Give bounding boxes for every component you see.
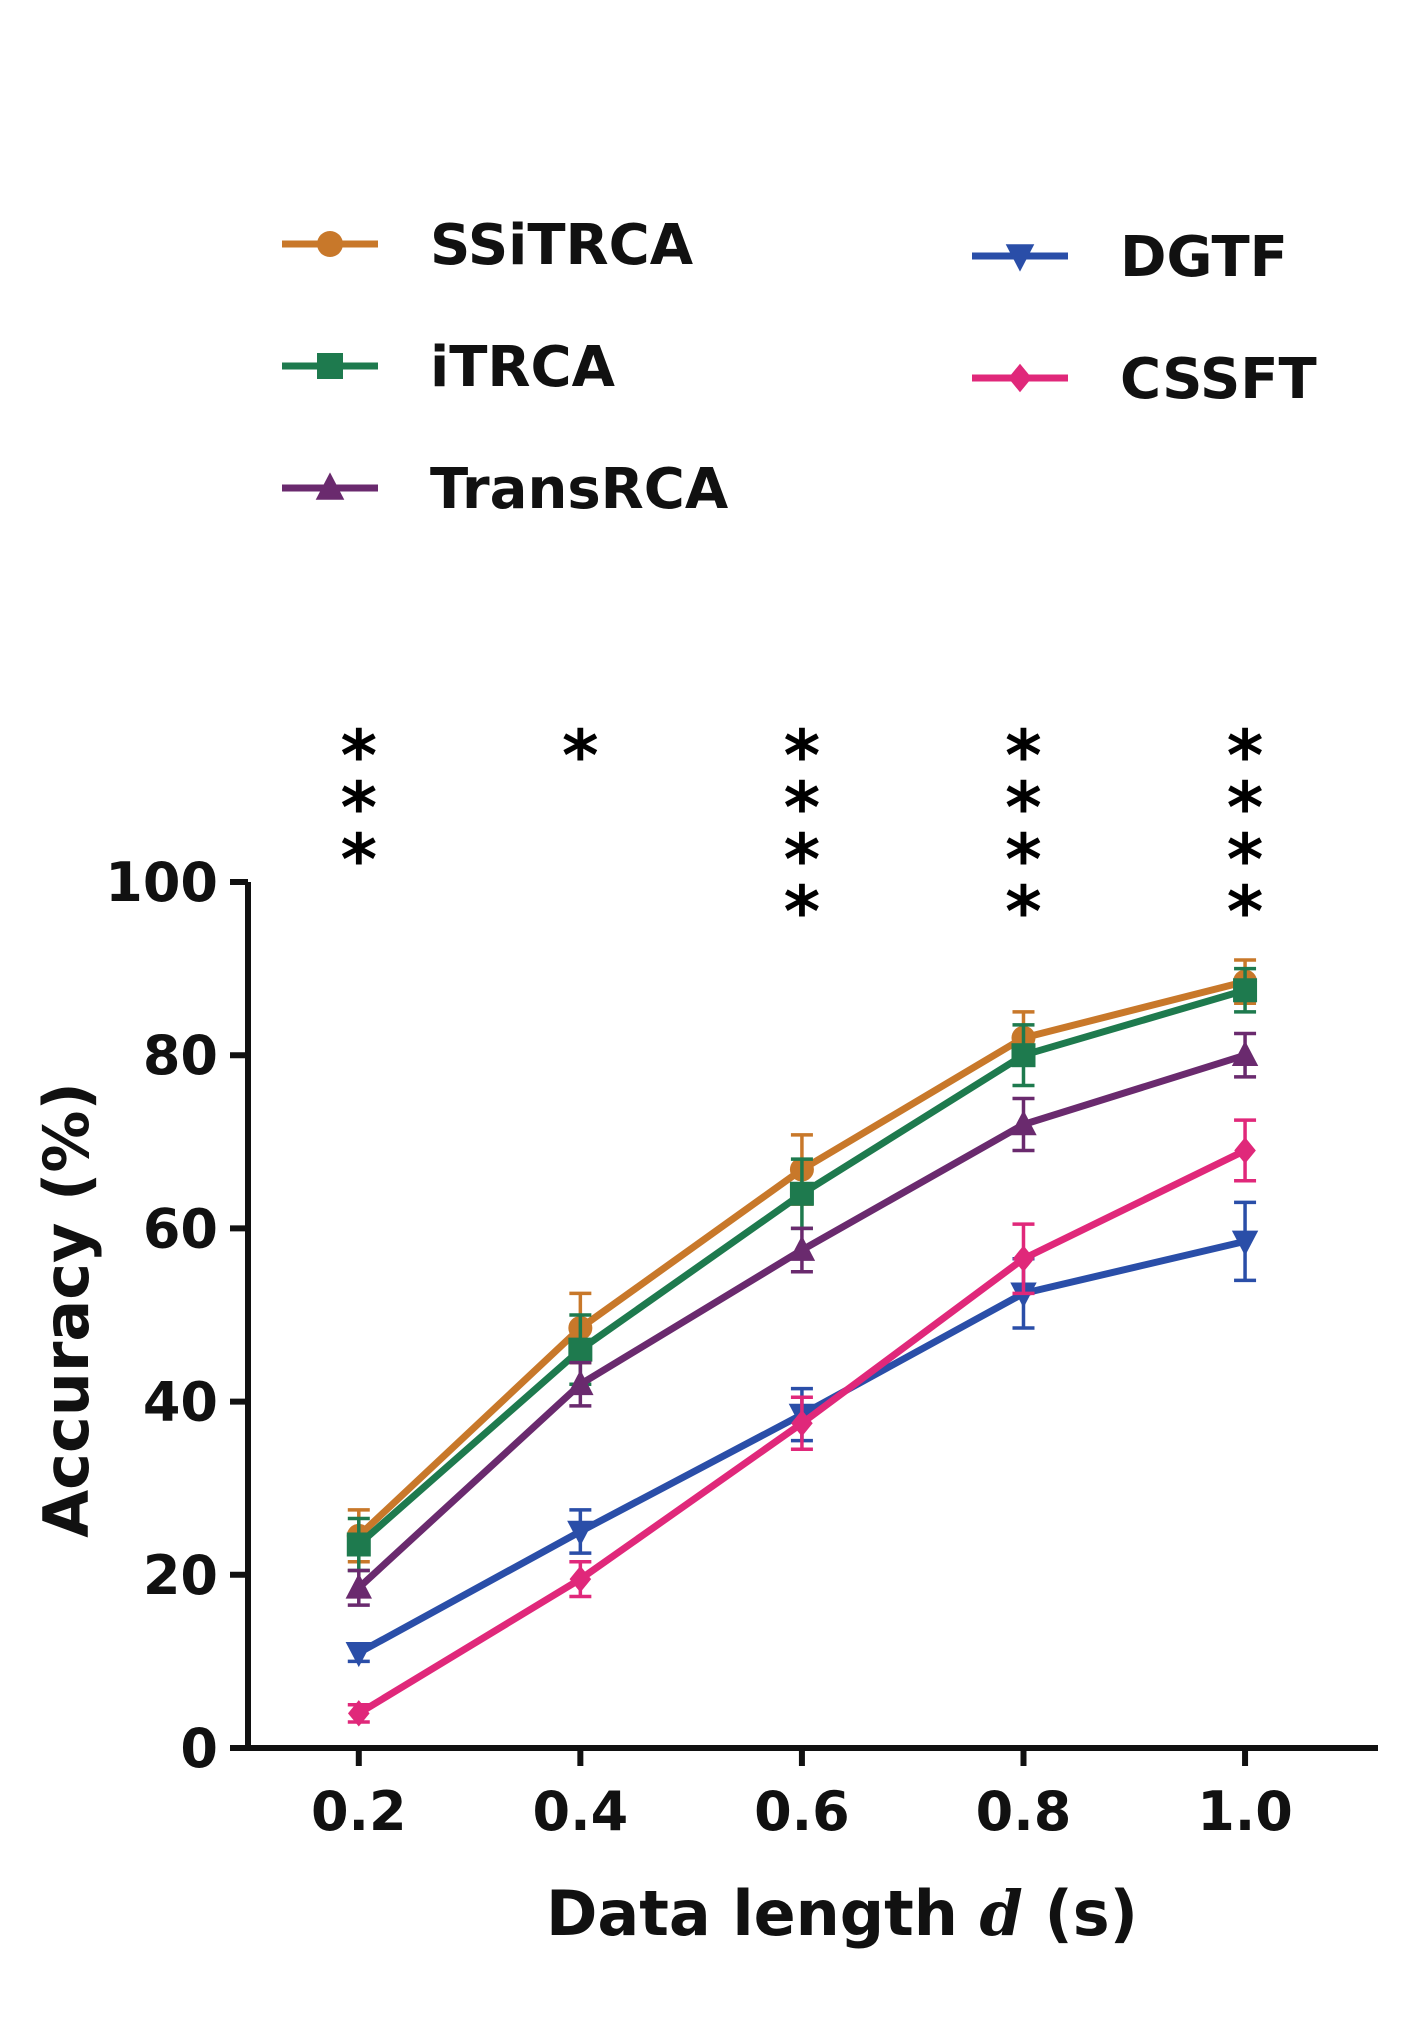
data-point <box>1012 1245 1035 1272</box>
series-transrca <box>345 1031 1259 1607</box>
data-point <box>1231 1230 1259 1256</box>
x-tick-label: 0.4 <box>533 1780 629 1843</box>
legend-entry-cssft: CSSFT <box>972 347 1317 412</box>
significance-star: * <box>784 715 821 797</box>
significance-label: * * * * <box>784 715 821 953</box>
legend-marker <box>1008 363 1032 393</box>
significance-star: * <box>784 767 821 849</box>
significance-star: * <box>1005 715 1042 797</box>
significance-star: * <box>1005 871 1042 953</box>
x-tick-label: 1.0 <box>1197 1780 1293 1843</box>
significance-label: * * * <box>340 715 377 901</box>
y-tick-label: 20 <box>143 1544 218 1607</box>
data-point <box>568 1337 593 1362</box>
legend-marker <box>1005 244 1035 272</box>
data-point <box>1231 1040 1259 1066</box>
significance-star: * <box>562 715 599 797</box>
legend-label: CSSFT <box>1120 347 1317 412</box>
x-axis-label-variable: d <box>980 1877 1023 1950</box>
significance-star: * <box>340 819 377 901</box>
data-point <box>567 1520 594 1546</box>
significance-star: * <box>784 819 821 901</box>
legend-entry-itrca: iTRCA <box>282 335 616 400</box>
x-axis-label: Data length d (s) <box>546 1877 1138 1950</box>
data-point <box>1010 1282 1037 1308</box>
significance-marker: * <box>562 715 599 797</box>
data-point <box>1011 1043 1036 1068</box>
data-point <box>1233 978 1258 1003</box>
data-point <box>347 1700 370 1727</box>
legend-label: DGTF <box>1120 225 1288 290</box>
series-layer <box>345 958 1259 1727</box>
significance-marker: * * * * <box>1227 715 1264 953</box>
legend-label: iTRCA <box>430 335 616 400</box>
y-tick-label: 80 <box>143 1024 218 1087</box>
significance-marker: * * * <box>340 715 377 901</box>
significance-star: * <box>1005 819 1042 901</box>
y-axis-label: Accuracy (%) <box>30 1082 103 1538</box>
axes: 0 20 40 60 80 100 0.2 0.4 0.6 0.8 1.0 <box>105 851 1378 1843</box>
significance-label: * * * * <box>1227 715 1264 953</box>
legend: SSiTRCA iTRCA TransRCA DGTF CSSFT <box>282 213 1317 522</box>
x-tick-label: 0.2 <box>311 1780 407 1843</box>
legend-marker <box>315 472 345 500</box>
y-tick-label: 40 <box>143 1371 218 1434</box>
data-point <box>569 1565 592 1593</box>
y-tick-label: 60 <box>143 1197 218 1260</box>
legend-label: TransRCA <box>430 457 729 522</box>
data-point <box>1010 1110 1037 1136</box>
significance-marker: * * * * <box>1005 715 1042 953</box>
data-point <box>1234 1137 1256 1164</box>
legend-entry-transrca: TransRCA <box>282 457 729 522</box>
significance-star: * <box>1227 715 1264 797</box>
y-tick-label: 0 <box>180 1717 218 1780</box>
data-point <box>788 1235 816 1261</box>
significance-marker: * * * * <box>784 715 821 953</box>
data-point <box>789 1181 814 1206</box>
significance-star: * <box>784 871 821 953</box>
x-tick-label: 0.6 <box>754 1780 850 1843</box>
significance-label: * * * * <box>1005 715 1042 953</box>
significance-star: * <box>1227 871 1264 953</box>
series-cssft <box>347 1118 1257 1727</box>
data-point <box>346 1532 371 1557</box>
y-tick-label: 100 <box>105 851 218 914</box>
legend-marker <box>317 231 343 257</box>
legend-marker <box>317 353 343 379</box>
significance-markers: * * ** * * * ** * * ** * * * <box>340 715 1263 953</box>
significance-star: * <box>1227 819 1264 901</box>
x-axis-label-prefix: Data length <box>546 1877 980 1950</box>
legend-entry-ssitrca: SSiTRCA <box>282 213 694 278</box>
x-axis-label-suffix: (s) <box>1023 1877 1138 1950</box>
significance-star: * <box>1227 767 1264 849</box>
data-point <box>345 1573 372 1599</box>
legend-entry-dgtf: DGTF <box>972 225 1288 290</box>
data-point <box>567 1369 594 1396</box>
x-tick-label: 0.8 <box>976 1780 1072 1843</box>
data-point <box>791 1410 813 1437</box>
significance-star: * <box>1005 767 1042 849</box>
significance-star: * <box>340 715 377 797</box>
data-point <box>345 1641 372 1668</box>
significance-label: * <box>562 715 599 797</box>
legend-label: SSiTRCA <box>430 213 694 278</box>
significance-star: * <box>340 767 377 849</box>
